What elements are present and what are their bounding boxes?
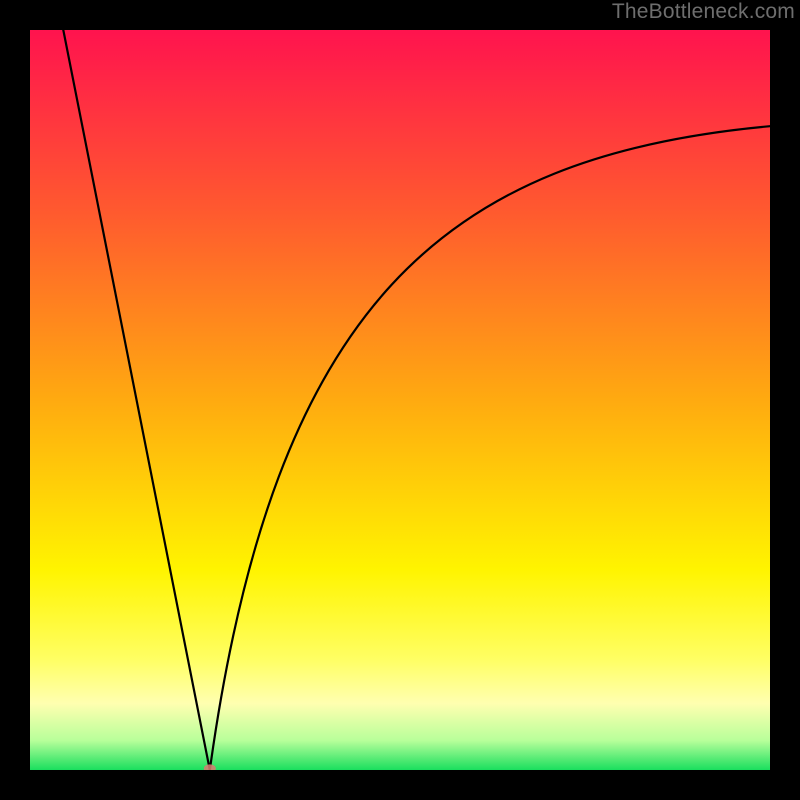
curve-layer — [30, 30, 770, 770]
bottleneck-curve — [63, 30, 770, 770]
plot-area — [30, 30, 770, 770]
dip-marker — [204, 764, 216, 770]
chart-frame: TheBottleneck.com — [0, 0, 800, 800]
watermark-text: TheBottleneck.com — [612, 0, 800, 23]
